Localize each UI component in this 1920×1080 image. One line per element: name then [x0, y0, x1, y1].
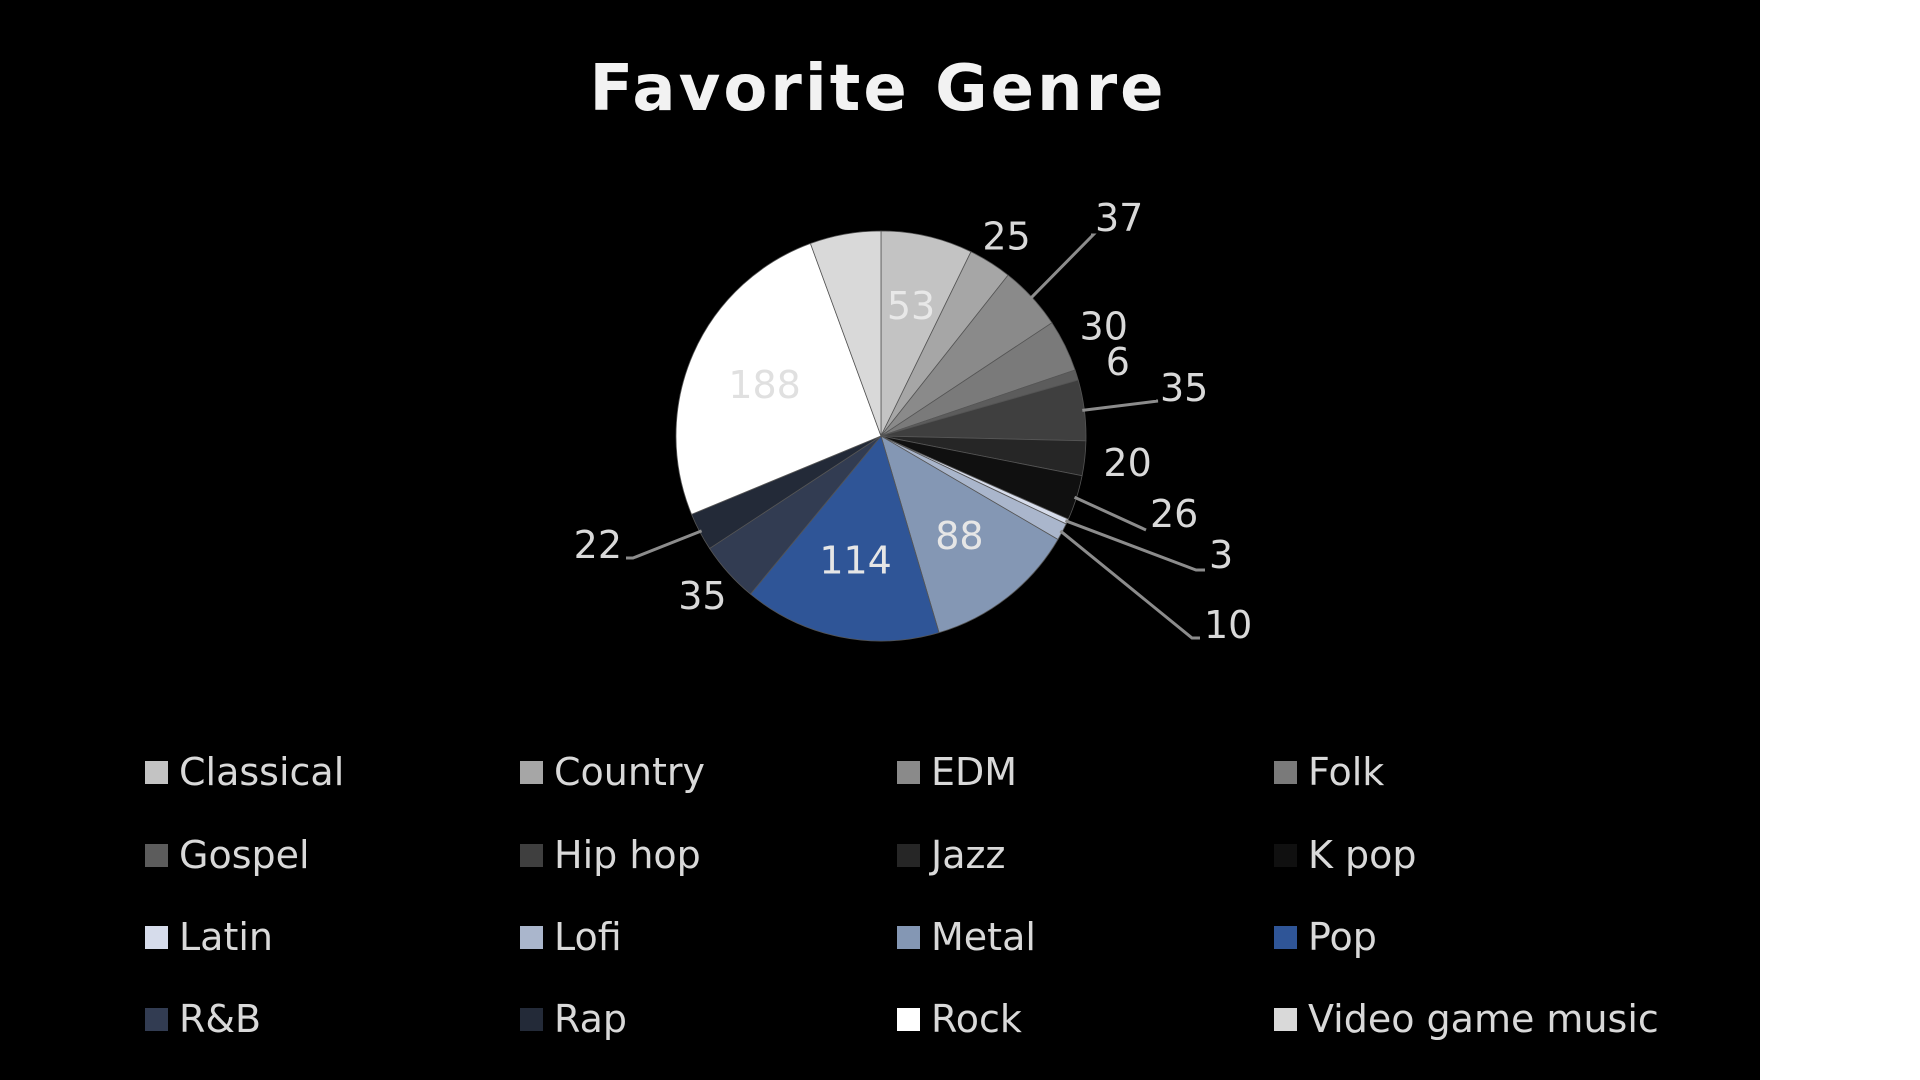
legend-swatch-lofi	[520, 926, 543, 949]
data-label-lofi: 10	[1204, 603, 1252, 647]
data-label-latin: 3	[1209, 533, 1233, 577]
legend-label-video-game-music: Video game music	[1308, 997, 1659, 1041]
leader-line-latin	[1064, 519, 1205, 572]
chart-panel: Favorite Genre 53 25 37 30 6 35 20 26 3 10 88 114 35…	[0, 0, 1760, 1080]
legend-swatch-rock	[897, 1008, 920, 1031]
legend-label-randb: R&B	[179, 997, 261, 1041]
legend: Classical Country EDM Folk Gospel Hip hop Jazz…	[145, 750, 1659, 1041]
data-label-metal: 88	[935, 514, 983, 558]
pie-slice-video-game-music	[809, 230, 882, 437]
legend-swatch-randb	[145, 1008, 168, 1031]
legend-swatch-k-pop	[1274, 844, 1297, 867]
pie-slice-pop	[749, 435, 940, 642]
legend-item-edm: EDM	[897, 750, 1017, 794]
data-label-gospel: 6	[1106, 340, 1130, 384]
legend-swatch-country	[520, 761, 543, 784]
legend-label-classical: Classical	[179, 750, 344, 794]
legend-label-latin: Latin	[179, 915, 273, 959]
pie-slice-rock	[675, 243, 882, 515]
legend-label-metal: Metal	[931, 915, 1036, 959]
legend-item-randb: R&B	[145, 997, 261, 1041]
legend-swatch-edm	[897, 761, 920, 784]
legend-label-rock: Rock	[931, 997, 1022, 1041]
leader-line-edm	[1029, 233, 1097, 300]
legend-item-rock: Rock	[897, 997, 1022, 1041]
legend-item-rap: Rap	[520, 997, 627, 1041]
data-label-classical: 53	[887, 284, 935, 328]
legend-label-rap: Rap	[554, 997, 627, 1041]
legend-label-pop: Pop	[1308, 915, 1377, 959]
legend-item-folk: Folk	[1274, 750, 1384, 794]
legend-swatch-latin	[145, 926, 168, 949]
legend-item-metal: Metal	[897, 915, 1036, 959]
chart-title: Favorite Genre	[589, 52, 1166, 126]
legend-swatch-classical	[145, 761, 168, 784]
legend-label-folk: Folk	[1308, 750, 1384, 794]
data-label-country: 25	[982, 214, 1030, 258]
data-label-rock: 188	[728, 363, 801, 407]
legend-label-jazz: Jazz	[929, 833, 1005, 877]
leader-line-lofi	[1059, 529, 1200, 640]
data-label-pop: 114	[819, 539, 892, 583]
legend-item-jazz: Jazz	[897, 833, 1005, 877]
data-label-edm: 37	[1095, 196, 1143, 240]
legend-item-gospel: Gospel	[145, 833, 310, 877]
data-label-jazz: 20	[1103, 441, 1151, 485]
leader-line-rap	[626, 529, 703, 560]
legend-item-lofi: Lofi	[520, 915, 622, 959]
leader-lines	[626, 233, 1205, 640]
leader-line-hip-hop	[1082, 399, 1159, 412]
data-label-folk: 30	[1080, 305, 1128, 349]
legend-swatch-video-game-music	[1274, 1008, 1297, 1031]
legend-label-k-pop: K pop	[1308, 833, 1417, 877]
pie-slice-metal	[880, 435, 1059, 634]
legend-item-hip-hop: Hip hop	[520, 833, 701, 877]
legend-item-video-game-music: Video game music	[1274, 997, 1659, 1041]
legend-label-country: Country	[554, 750, 705, 794]
legend-swatch-folk	[1274, 761, 1297, 784]
pie-slices	[675, 230, 1087, 642]
legend-swatch-jazz	[897, 844, 920, 867]
legend-swatch-metal	[897, 926, 920, 949]
legend-label-lofi: Lofi	[554, 915, 622, 959]
legend-swatch-gospel	[145, 844, 168, 867]
legend-swatch-pop	[1274, 926, 1297, 949]
legend-item-country: Country	[520, 750, 705, 794]
data-label-k-pop: 26	[1150, 492, 1198, 536]
legend-item-latin: Latin	[145, 915, 273, 959]
legend-item-k-pop: K pop	[1274, 833, 1417, 877]
data-label-rap: 22	[574, 523, 622, 567]
legend-swatch-rap	[520, 1008, 543, 1031]
data-label-randb: 35	[678, 574, 726, 618]
legend-label-hip-hop: Hip hop	[554, 833, 701, 877]
data-label-hip-hop: 35	[1160, 366, 1208, 410]
legend-item-classical: Classical	[145, 750, 344, 794]
legend-label-edm: EDM	[931, 750, 1017, 794]
legend-label-gospel: Gospel	[179, 833, 310, 877]
leader-line-k-pop	[1073, 495, 1147, 532]
legend-item-pop: Pop	[1274, 915, 1377, 959]
legend-swatch-hip-hop	[520, 844, 543, 867]
